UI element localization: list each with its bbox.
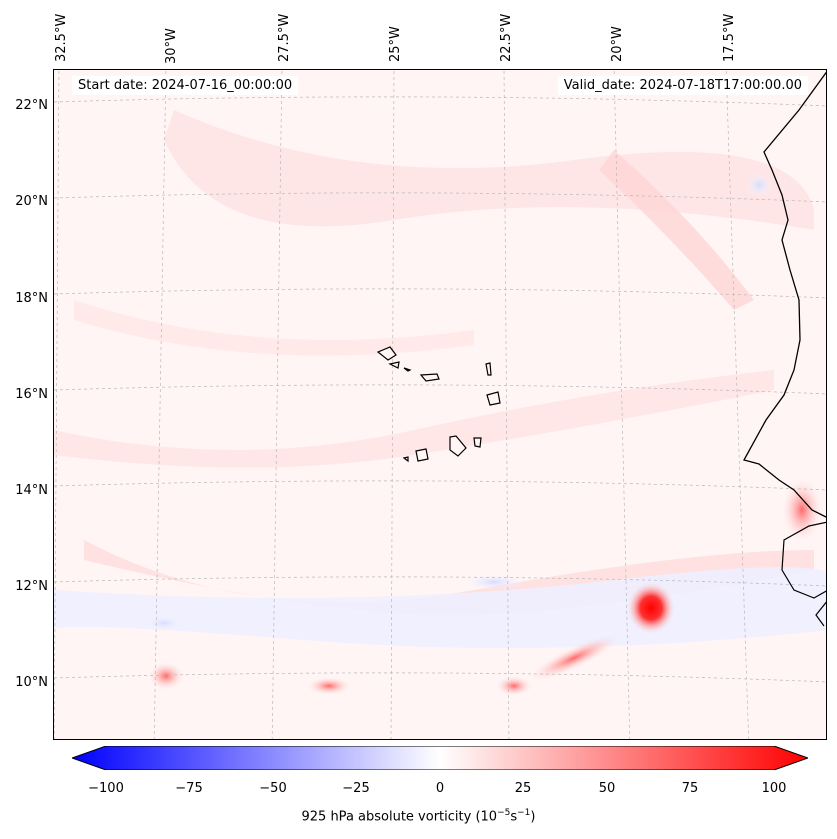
graticule — [54, 70, 826, 739]
colorbar-label-exp2: −1 — [517, 808, 531, 818]
vorticity-max-feature — [528, 634, 620, 682]
colorbar-tick-neg25: −25 — [342, 781, 370, 796]
colorbar — [70, 745, 810, 774]
vorticity-max-feature — [627, 582, 675, 634]
lat-label-22N: 22°N — [15, 98, 48, 113]
vorticity-max-feature — [148, 662, 184, 690]
lon-label-17.5W: 17.5°W — [722, 13, 737, 62]
colorbar-body — [70, 745, 810, 771]
africa-coastline-guinea — [781, 521, 826, 627]
negative-vorticity-band — [54, 567, 826, 648]
lat-label-16N: 16°N — [15, 387, 48, 402]
colorbar-tick-100: 100 — [761, 781, 787, 796]
vorticity-min-feature — [745, 173, 773, 197]
africa-coastline — [743, 71, 826, 518]
colorbar-tick-75: 75 — [681, 781, 699, 796]
valid-date-label: Valid_date: 2024-07-18T17:00:00.00 — [557, 76, 808, 95]
lat-label-10N: 10°N — [15, 675, 48, 690]
vorticity-field — [54, 70, 826, 739]
colorbar-tick-50: 50 — [598, 781, 616, 796]
colorbar-label-suffix: ) — [530, 809, 536, 825]
colorbar-tick-neg100: −100 — [88, 781, 124, 796]
colorbar-tick-0: 0 — [435, 781, 445, 796]
colorbar-graphic — [70, 745, 810, 774]
lon-label-30W: 30°W — [164, 28, 179, 64]
vorticity-max-feature — [307, 677, 351, 695]
vorticity-max-feature — [782, 478, 822, 542]
colorbar-tick-neg75: −75 — [175, 781, 203, 796]
start-date-label: Start date: 2024-07-16_00:00:00 — [72, 76, 299, 95]
vorticity-min-feature — [464, 574, 524, 590]
cape-verde-islands — [376, 346, 501, 463]
map-panel[interactable]: Start date: 2024-07-16_00:00:00 Valid_da… — [53, 69, 827, 740]
lat-label-14N: 14°N — [15, 483, 48, 498]
lat-label-20N: 20°N — [15, 194, 48, 209]
colorbar-label-exp1: −5 — [497, 808, 511, 818]
lon-label-25W: 25°W — [388, 26, 403, 62]
vorticity-max-feature — [496, 676, 532, 696]
vorticity-band — [54, 370, 774, 468]
lat-label-18N: 18°N — [15, 291, 48, 306]
lon-label-22.5W: 22.5°W — [499, 13, 514, 62]
colorbar-tick-neg50: −50 — [259, 781, 287, 796]
colorbar-tick-25: 25 — [514, 781, 532, 796]
vorticity-band — [74, 300, 474, 356]
lat-label-12N: 12°N — [15, 579, 48, 594]
lon-label-32.5W: 32.5°W — [54, 13, 69, 62]
colorbar-label: 925 hPa absolute vorticity (10−5s−1) — [0, 808, 837, 824]
lon-label-27.5W: 27.5°W — [277, 13, 292, 62]
colorbar-label-prefix: 925 hPa absolute vorticity (10 — [301, 809, 498, 825]
lon-label-20W: 20°W — [610, 26, 625, 62]
vorticity-band — [599, 150, 754, 310]
colorbar-label-mid: s — [510, 809, 518, 825]
vorticity-min-feature — [146, 616, 182, 630]
